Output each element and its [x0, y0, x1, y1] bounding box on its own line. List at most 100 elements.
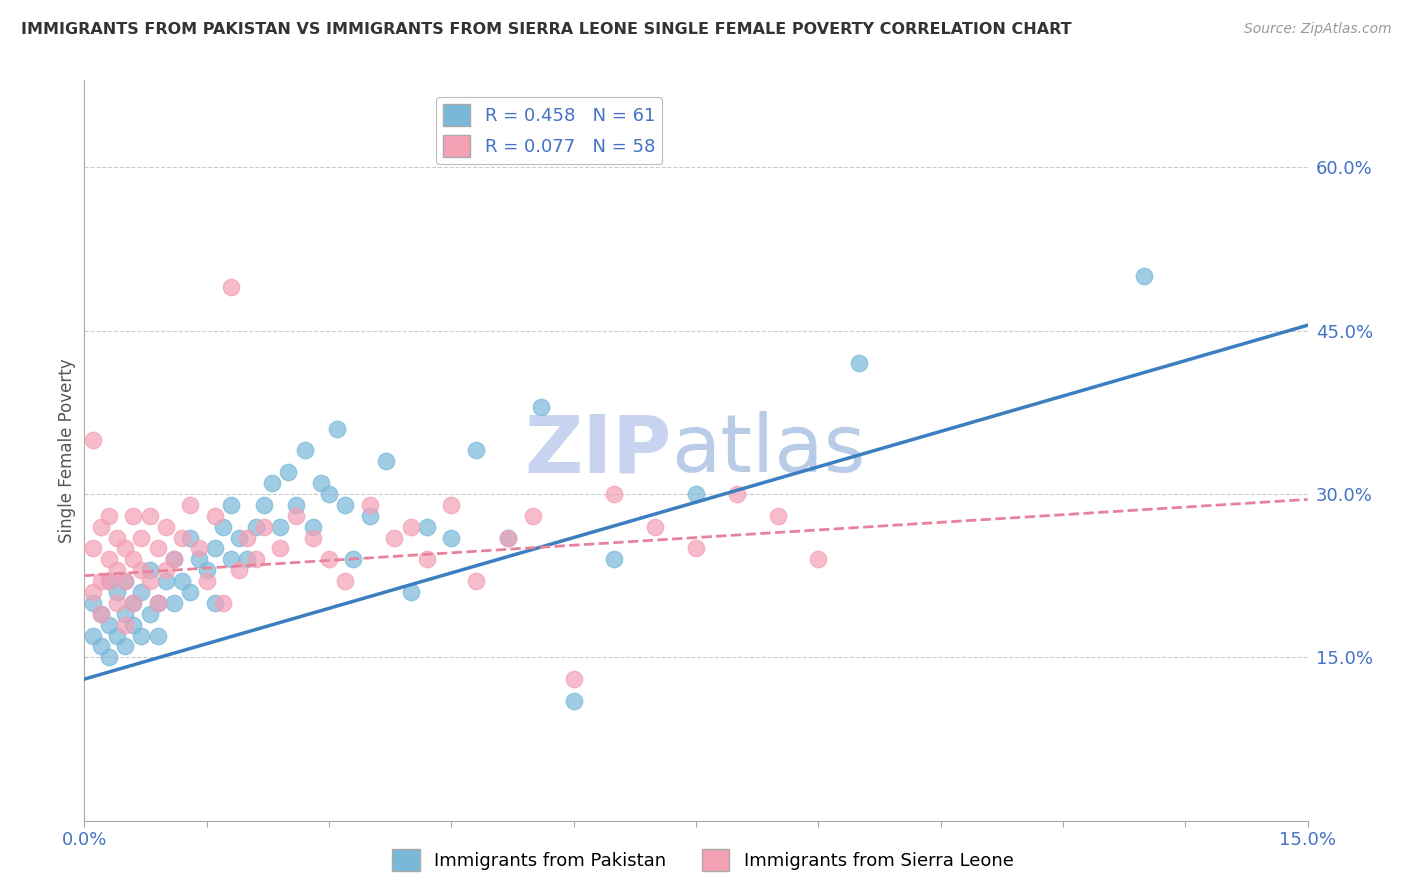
Point	[440, 531, 463, 545]
Text: IMMIGRANTS FROM PAKISTAN VS IMMIGRANTS FROM SIERRA LEONE SINGLE FEMALE POVERTY C: IMMIGRANTS FROM PAKISTAN VS IMMIGRANTS F…	[21, 22, 1071, 37]
Point	[212, 519, 235, 533]
Text: Source: ZipAtlas.com: Source: ZipAtlas.com	[1244, 22, 1392, 37]
Point	[131, 585, 153, 599]
Point	[603, 487, 626, 501]
Point	[90, 607, 112, 621]
Point	[301, 531, 323, 545]
Point	[146, 541, 169, 556]
Point	[318, 552, 340, 566]
Point	[562, 672, 585, 686]
Point	[530, 400, 553, 414]
Point	[260, 476, 283, 491]
Point	[245, 552, 267, 566]
Point	[269, 519, 291, 533]
Point	[105, 531, 128, 545]
Point	[114, 574, 136, 588]
Point	[163, 552, 186, 566]
Point	[382, 531, 405, 545]
Point	[105, 628, 128, 642]
Point	[82, 541, 104, 556]
Point	[416, 552, 439, 566]
Point	[219, 552, 242, 566]
Point	[285, 498, 308, 512]
Point	[155, 574, 177, 588]
Text: ZIP: ZIP	[524, 411, 672, 490]
Point	[464, 574, 486, 588]
Point	[359, 508, 381, 523]
Point	[114, 541, 136, 556]
Point	[204, 541, 226, 556]
Point	[335, 574, 357, 588]
Point	[122, 596, 145, 610]
Point	[114, 617, 136, 632]
Point	[82, 596, 104, 610]
Point	[685, 487, 707, 501]
Point	[236, 552, 259, 566]
Point	[90, 607, 112, 621]
Point	[146, 628, 169, 642]
Point	[725, 487, 748, 501]
Point	[114, 640, 136, 654]
Point	[97, 508, 120, 523]
Y-axis label: Single Female Poverty: Single Female Poverty	[58, 359, 76, 542]
Point	[685, 541, 707, 556]
Point	[97, 552, 120, 566]
Legend: R = 0.458   N = 61, R = 0.077   N = 58: R = 0.458 N = 61, R = 0.077 N = 58	[436, 96, 662, 164]
Point	[97, 650, 120, 665]
Point	[97, 617, 120, 632]
Point	[766, 508, 789, 523]
Point	[131, 531, 153, 545]
Point	[82, 628, 104, 642]
Text: atlas: atlas	[672, 411, 866, 490]
Point	[105, 596, 128, 610]
Point	[105, 585, 128, 599]
Point	[138, 574, 160, 588]
Point	[82, 585, 104, 599]
Point	[114, 607, 136, 621]
Point	[219, 280, 242, 294]
Point	[90, 519, 112, 533]
Point	[1133, 269, 1156, 284]
Point	[97, 574, 120, 588]
Point	[122, 596, 145, 610]
Point	[195, 574, 218, 588]
Point	[122, 552, 145, 566]
Point	[440, 498, 463, 512]
Point	[122, 617, 145, 632]
Point	[277, 465, 299, 479]
Point	[269, 541, 291, 556]
Point	[335, 498, 357, 512]
Point	[187, 541, 209, 556]
Point	[179, 531, 201, 545]
Point	[285, 508, 308, 523]
Point	[219, 498, 242, 512]
Point	[90, 640, 112, 654]
Point	[172, 574, 194, 588]
Point	[245, 519, 267, 533]
Point	[309, 476, 332, 491]
Point	[138, 563, 160, 577]
Point	[375, 454, 398, 468]
Point	[253, 498, 276, 512]
Point	[155, 563, 177, 577]
Point	[195, 563, 218, 577]
Point	[359, 498, 381, 512]
Point	[522, 508, 544, 523]
Point	[498, 531, 520, 545]
Point	[82, 433, 104, 447]
Point	[138, 607, 160, 621]
Point	[155, 519, 177, 533]
Point	[498, 531, 520, 545]
Point	[807, 552, 830, 566]
Point	[399, 519, 422, 533]
Point	[326, 422, 349, 436]
Point	[204, 596, 226, 610]
Point	[138, 508, 160, 523]
Point	[204, 508, 226, 523]
Point	[114, 574, 136, 588]
Point	[131, 628, 153, 642]
Point	[318, 487, 340, 501]
Legend: Immigrants from Pakistan, Immigrants from Sierra Leone: Immigrants from Pakistan, Immigrants fro…	[385, 842, 1021, 879]
Point	[212, 596, 235, 610]
Point	[301, 519, 323, 533]
